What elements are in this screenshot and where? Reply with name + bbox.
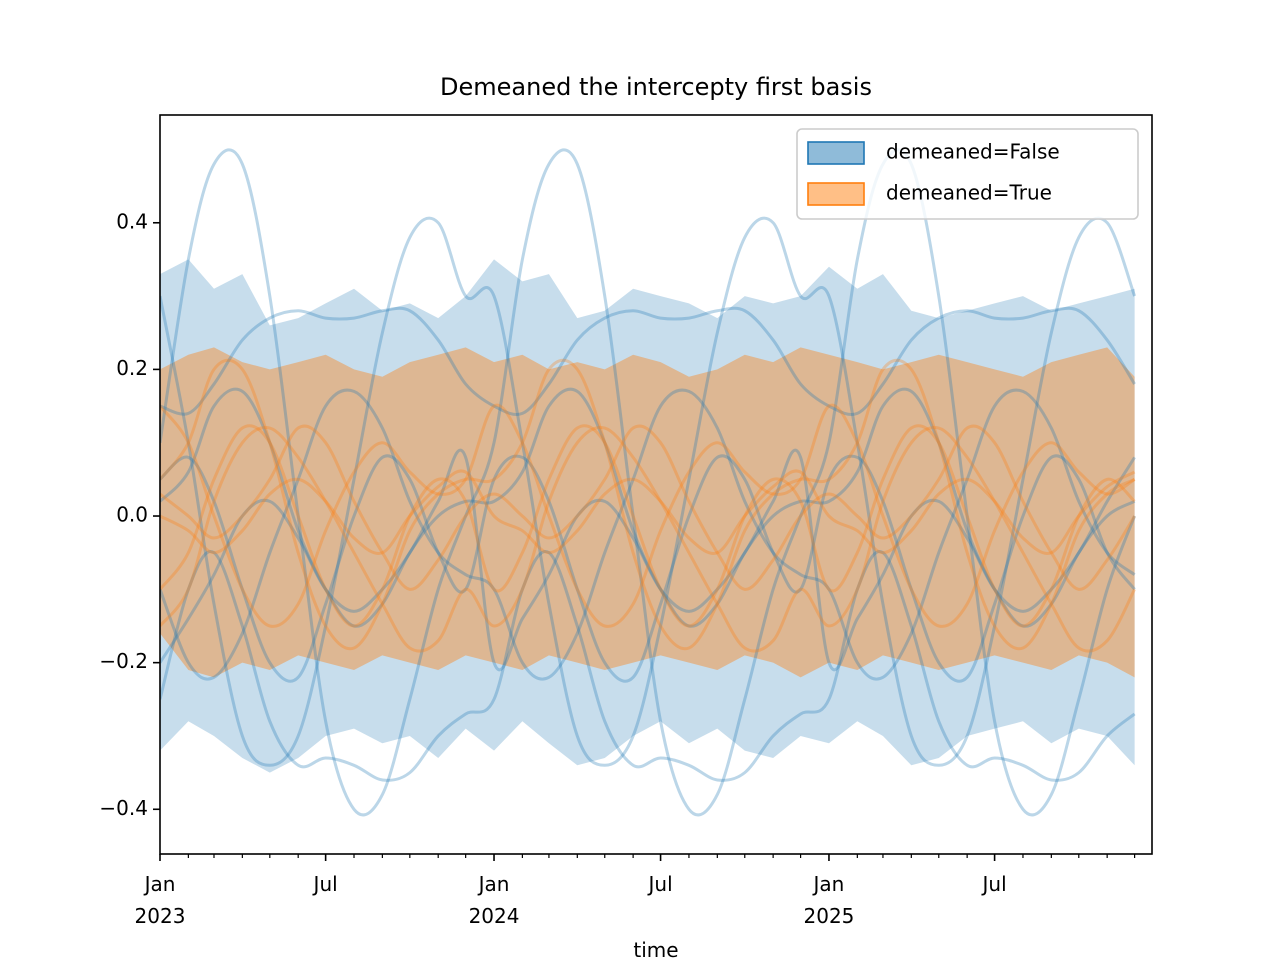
y-tick-label: 0.4 [116,209,148,233]
series-line [160,306,1136,416]
band-area [160,347,1135,678]
legend-box [796,128,1139,220]
x-tick-label: Jan 2025 [803,872,855,928]
series-line [160,425,1136,653]
y-tick-label: −0.4 [99,796,148,820]
x-tick-label: Jan 2024 [468,872,520,928]
y-tick-label: 0.0 [116,503,148,527]
x-tick-label: Jul [982,872,1007,896]
legend-label: demeaned=True [886,181,1052,205]
series-line [160,403,1136,628]
series-line [160,387,1136,628]
series-line [160,216,1137,767]
series-line [160,388,1136,681]
series-line [160,424,1136,628]
chart-title: Demeaned the intercepty first basis [440,73,872,101]
band-area [160,259,1135,773]
legend: demeaned=False demeaned=True [796,128,1139,220]
axes-frame [159,114,1153,855]
series-line [160,448,1136,672]
series-line [160,469,1136,555]
plot-area [160,148,1137,817]
axes: −0.4−0.20.00.20.4demeaned=Falsedemeaned=… [99,114,1153,861]
y-tick-label: 0.2 [116,356,148,380]
series-line [160,424,1136,591]
x-axis-label: time [633,938,679,960]
series-line [160,148,1137,817]
legend-swatch [807,141,865,165]
legend-swatch [807,182,865,206]
x-tick-label: Jul [648,872,673,896]
x-tick-label: Jul [313,872,338,896]
series-line [160,454,1136,683]
series-line [160,550,1136,782]
series-line [160,358,1136,651]
legend-label: demeaned=False [886,140,1060,164]
y-tick-label: −0.2 [99,649,148,673]
x-tick-label: Jan 2023 [134,872,186,928]
